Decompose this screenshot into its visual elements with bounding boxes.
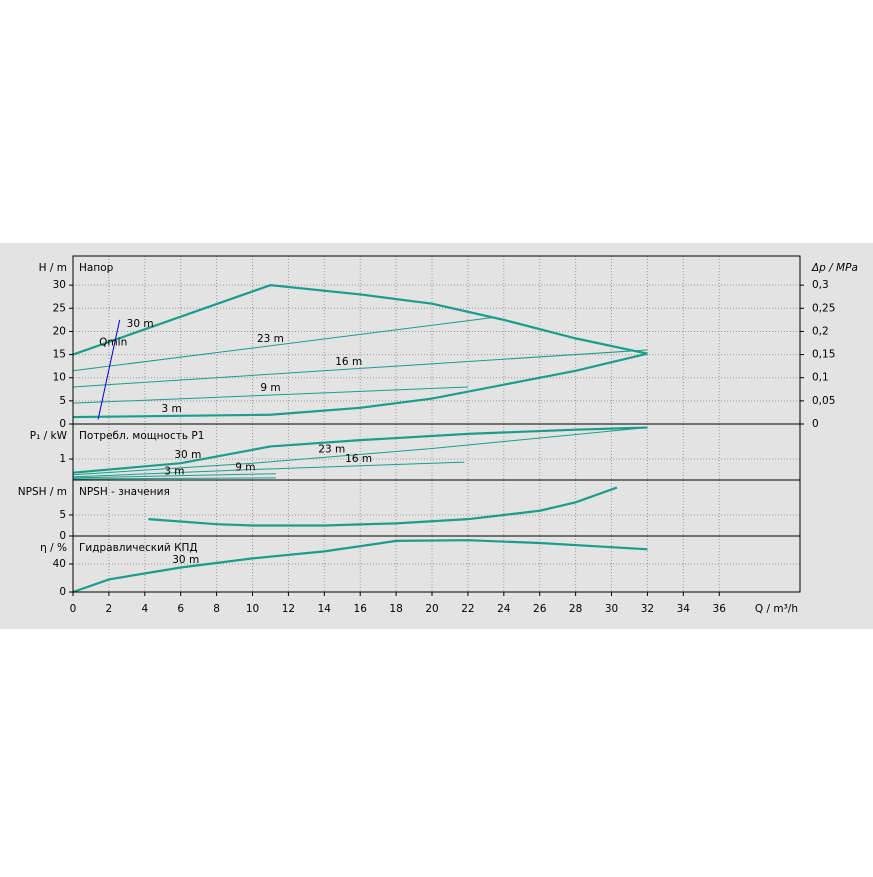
curve-label: 23 m <box>318 444 345 456</box>
curve-label: 30 m <box>174 449 201 461</box>
y2-tick-label: 0,25 <box>812 302 835 314</box>
curve <box>97 319 121 420</box>
x-tick-label: 18 <box>389 603 402 615</box>
x-tick-label: 8 <box>213 603 220 615</box>
curve-label: 16 m <box>345 453 372 465</box>
y-tick-label: 0 <box>59 418 66 430</box>
x-tick-label: 24 <box>497 603 511 615</box>
curve <box>72 349 648 388</box>
x-tick-label: 26 <box>533 603 547 615</box>
y-tick-label: 25 <box>53 302 66 314</box>
y-tick-label: 5 <box>59 509 66 521</box>
x-label: Q / m³/h <box>755 603 798 615</box>
x-tick-label: 0 <box>70 603 77 615</box>
y-tick-label: 0 <box>59 586 66 598</box>
x-tick-label: 14 <box>318 603 332 615</box>
y-tick-label: 20 <box>53 325 66 337</box>
y-tick-label: 1 <box>59 453 66 465</box>
curve <box>72 427 648 476</box>
y2-tick-label: 0,15 <box>812 349 835 361</box>
x-tick-label: 36 <box>713 603 727 615</box>
y-label: P₁ / kW <box>30 430 68 442</box>
curve <box>72 284 648 356</box>
curve <box>72 473 276 479</box>
x-tick-label: 16 <box>354 603 368 615</box>
x-tick-label: 28 <box>569 603 582 615</box>
y2-tick-label: 0,1 <box>812 372 829 384</box>
x-tick-label: 10 <box>246 603 259 615</box>
curve <box>72 317 494 372</box>
curve <box>72 426 648 474</box>
x-tick-label: 34 <box>677 603 691 615</box>
curve-label: 16 m <box>335 356 362 368</box>
y-tick-label: 15 <box>53 349 66 361</box>
curve-label: Qmin <box>99 337 127 349</box>
curve-label: 30 m <box>127 318 154 330</box>
y-tick-label: 40 <box>53 558 66 570</box>
panel-title: Потребл. мощность P1 <box>79 430 204 442</box>
curve-label: 23 m <box>257 333 284 345</box>
x-tick-label: 2 <box>106 603 113 615</box>
panel-title: Гидравлический КПД <box>79 542 198 554</box>
y2-tick-label: 0,2 <box>812 325 829 337</box>
curve <box>72 461 465 478</box>
curve-label: 9 m <box>260 382 280 394</box>
y-label: η / % <box>40 542 67 554</box>
panel-title: NPSH - значения <box>79 486 170 498</box>
y2-tick-label: 0 <box>812 418 819 430</box>
curve-label: 9 m <box>235 461 255 473</box>
panel-title: Напор <box>79 262 114 274</box>
x-tick-label: 20 <box>425 603 438 615</box>
y-tick-label: 0 <box>59 530 66 542</box>
curve <box>72 386 468 404</box>
y-label: H / m <box>39 262 67 274</box>
x-tick-label: 32 <box>641 603 654 615</box>
curve-label: 3 m <box>161 403 181 415</box>
curve <box>148 486 618 527</box>
curve-label: 3 m <box>164 465 184 477</box>
curve-label: 30 m <box>172 554 199 566</box>
y2-label: Δp / MPa <box>811 262 858 274</box>
y-label: NPSH / m <box>18 486 67 498</box>
y-tick-label: 10 <box>53 372 66 384</box>
y-tick-label: 5 <box>59 395 66 407</box>
x-tick-label: 12 <box>282 603 295 615</box>
curve <box>72 539 648 594</box>
panel-frame <box>72 535 801 593</box>
y2-tick-label: 0,3 <box>812 279 829 291</box>
curve <box>72 477 276 480</box>
x-tick-label: 4 <box>141 603 148 615</box>
curve <box>72 352 648 419</box>
x-tick-label: 6 <box>177 603 184 615</box>
x-tick-label: 22 <box>461 603 474 615</box>
y2-tick-label: 0,05 <box>812 395 835 407</box>
x-tick-label: 30 <box>605 603 618 615</box>
y-tick-label: 30 <box>53 279 66 291</box>
